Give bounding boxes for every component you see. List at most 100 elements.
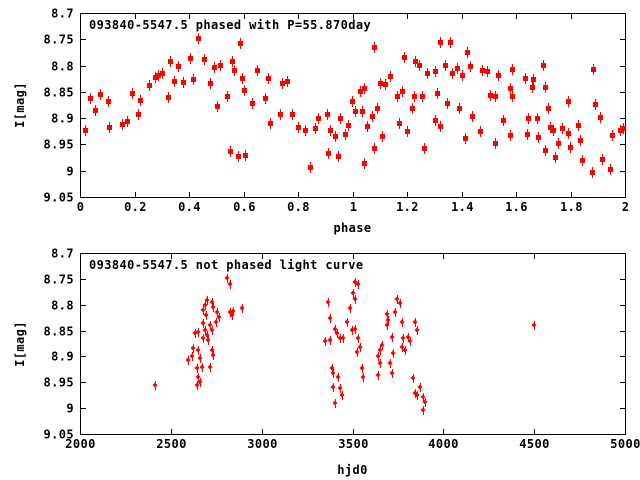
data-point-marker — [202, 301, 208, 310]
data-point-marker — [580, 155, 585, 166]
x-tick-label: 1.2 — [396, 200, 419, 214]
data-point-marker — [392, 308, 398, 317]
data-point-marker — [250, 98, 255, 109]
data-point-marker — [207, 363, 213, 372]
x-tick-label: 1.6 — [505, 200, 528, 214]
data-point-marker — [400, 86, 405, 97]
x-tick-label: 2500 — [156, 437, 187, 451]
data-point-marker — [195, 346, 201, 355]
data-point-marker — [290, 109, 295, 120]
data-point-marker — [322, 337, 328, 346]
data-point-marker — [383, 79, 388, 90]
x-tick-label: 0.8 — [287, 200, 310, 214]
data-point-marker — [621, 123, 626, 134]
x-tick-label: 2 — [622, 200, 630, 214]
data-point-marker — [508, 83, 513, 94]
data-point-marker — [350, 96, 355, 107]
data-point-marker — [212, 62, 217, 73]
data-point-marker — [375, 352, 381, 361]
data-point-marker — [399, 343, 405, 352]
data-point-marker — [385, 316, 391, 325]
data-point-marker — [365, 121, 370, 132]
data-point-marker — [337, 334, 343, 343]
x-tick-label: 2000 — [65, 437, 96, 451]
data-point-marker — [176, 61, 181, 72]
data-point-marker — [377, 359, 383, 368]
data-point-marker — [340, 334, 346, 343]
data-point-marker — [422, 143, 427, 154]
data-point-marker — [339, 391, 345, 400]
x-tick-label: 5000 — [610, 437, 640, 451]
data-point-marker — [523, 73, 528, 84]
data-point-marker — [417, 60, 422, 71]
data-point-marker — [531, 74, 536, 85]
data-point-marker — [397, 118, 402, 129]
data-point-marker — [488, 90, 493, 101]
data-point-marker — [566, 128, 571, 139]
data-point-marker — [593, 99, 598, 110]
data-point-marker — [210, 351, 216, 360]
data-point-marker — [387, 359, 393, 368]
data-point-marker — [590, 167, 595, 178]
data-point-marker — [530, 82, 535, 93]
data-point-marker — [378, 78, 383, 89]
data-point-marker — [526, 113, 531, 124]
data-point-marker — [420, 91, 425, 102]
unphased-xaxis-label: hjd0 — [337, 463, 368, 477]
data-point-marker — [83, 125, 88, 136]
data-point-marker — [313, 123, 318, 134]
data-point-marker — [568, 142, 573, 153]
data-point-marker — [420, 393, 426, 402]
y-tick-label: 8.8 — [51, 60, 74, 74]
data-point-marker — [239, 304, 245, 313]
data-point-marker — [228, 146, 233, 157]
data-point-marker — [216, 313, 222, 322]
data-point-marker — [598, 112, 603, 123]
plot-border — [80, 253, 626, 435]
y-tick-label: 8.85 — [44, 325, 75, 339]
data-point-marker — [347, 304, 353, 313]
data-point-marker — [375, 371, 381, 380]
data-point-marker — [510, 64, 515, 75]
data-point-marker — [327, 336, 333, 345]
data-point-marker — [213, 318, 219, 327]
data-point-marker — [470, 111, 475, 122]
data-point-marker — [332, 399, 338, 408]
data-point-marker — [204, 296, 210, 305]
data-point-marker — [535, 113, 540, 124]
y-tick-label: 8.95 — [44, 138, 75, 152]
data-point-marker — [354, 348, 360, 357]
data-point-marker — [433, 115, 438, 126]
data-point-marker — [510, 91, 515, 102]
data-point-marker — [360, 373, 366, 382]
data-point-marker — [608, 164, 613, 175]
phased-plot-title: 093840-5547.5 phased with P=55.870day — [89, 18, 372, 32]
data-point-marker — [203, 311, 209, 320]
data-point-marker — [410, 374, 416, 383]
data-point-marker — [346, 120, 351, 131]
data-point-marker — [560, 123, 565, 134]
data-point-marker — [285, 76, 290, 87]
data-point-marker — [412, 91, 417, 102]
data-point-marker — [389, 369, 395, 378]
data-point-marker — [333, 131, 338, 142]
data-point-marker — [435, 88, 440, 99]
data-point-marker — [196, 33, 201, 44]
data-point-marker — [181, 77, 186, 88]
data-point-marker — [156, 70, 161, 81]
data-point-marker — [493, 138, 498, 149]
data-point-marker — [372, 42, 377, 53]
data-point-marker — [485, 66, 490, 77]
data-point-marker — [541, 60, 546, 71]
data-point-marker — [160, 68, 165, 79]
data-point-marker — [296, 122, 301, 133]
data-point-marker — [168, 56, 173, 67]
data-point-marker — [202, 326, 208, 335]
data-point-marker — [192, 329, 198, 338]
data-point-marker — [107, 122, 112, 133]
data-point-marker — [303, 125, 308, 136]
data-point-marker — [397, 299, 403, 308]
data-point-marker — [316, 113, 321, 124]
data-point-marker — [370, 111, 375, 122]
